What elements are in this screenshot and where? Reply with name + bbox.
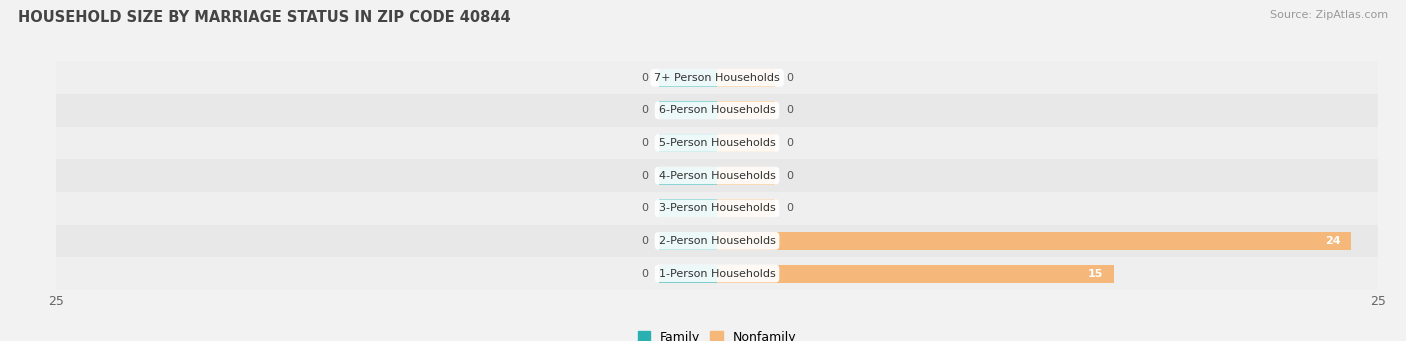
Text: 0: 0: [786, 170, 793, 181]
Text: 5-Person Households: 5-Person Households: [658, 138, 776, 148]
Text: 0: 0: [641, 203, 648, 213]
Text: 0: 0: [786, 73, 793, 83]
Text: 0: 0: [641, 268, 648, 279]
Bar: [56, 127, 1378, 159]
Bar: [56, 257, 1378, 290]
Text: 6-Person Households: 6-Person Households: [658, 105, 776, 115]
Bar: [717, 134, 775, 152]
Bar: [56, 225, 1378, 257]
Bar: [659, 101, 717, 119]
Text: HOUSEHOLD SIZE BY MARRIAGE STATUS IN ZIP CODE 40844: HOUSEHOLD SIZE BY MARRIAGE STATUS IN ZIP…: [18, 10, 510, 25]
Text: 0: 0: [786, 203, 793, 213]
Bar: [717, 232, 1351, 250]
Bar: [717, 167, 775, 184]
Text: Source: ZipAtlas.com: Source: ZipAtlas.com: [1270, 10, 1388, 20]
Text: 24: 24: [1326, 236, 1341, 246]
Text: 3-Person Households: 3-Person Households: [658, 203, 776, 213]
Text: 0: 0: [786, 138, 793, 148]
Bar: [717, 199, 775, 217]
Text: 1-Person Households: 1-Person Households: [658, 268, 776, 279]
Text: 0: 0: [641, 73, 648, 83]
Text: 0: 0: [641, 138, 648, 148]
Bar: [659, 232, 717, 250]
Bar: [56, 94, 1378, 127]
Bar: [56, 61, 1378, 94]
Bar: [659, 265, 717, 282]
Text: 0: 0: [641, 236, 648, 246]
Bar: [717, 101, 775, 119]
Bar: [717, 265, 1114, 282]
Bar: [56, 192, 1378, 225]
Bar: [659, 199, 717, 217]
Text: 0: 0: [641, 170, 648, 181]
Text: 0: 0: [786, 105, 793, 115]
Text: 2-Person Households: 2-Person Households: [658, 236, 776, 246]
Text: 4-Person Households: 4-Person Households: [658, 170, 776, 181]
Bar: [659, 69, 717, 87]
Bar: [659, 167, 717, 184]
Text: 7+ Person Households: 7+ Person Households: [654, 73, 780, 83]
Legend: Family, Nonfamily: Family, Nonfamily: [634, 327, 800, 341]
Bar: [659, 134, 717, 152]
Text: 0: 0: [641, 105, 648, 115]
Text: 15: 15: [1088, 268, 1102, 279]
Bar: [56, 159, 1378, 192]
Bar: [717, 69, 775, 87]
